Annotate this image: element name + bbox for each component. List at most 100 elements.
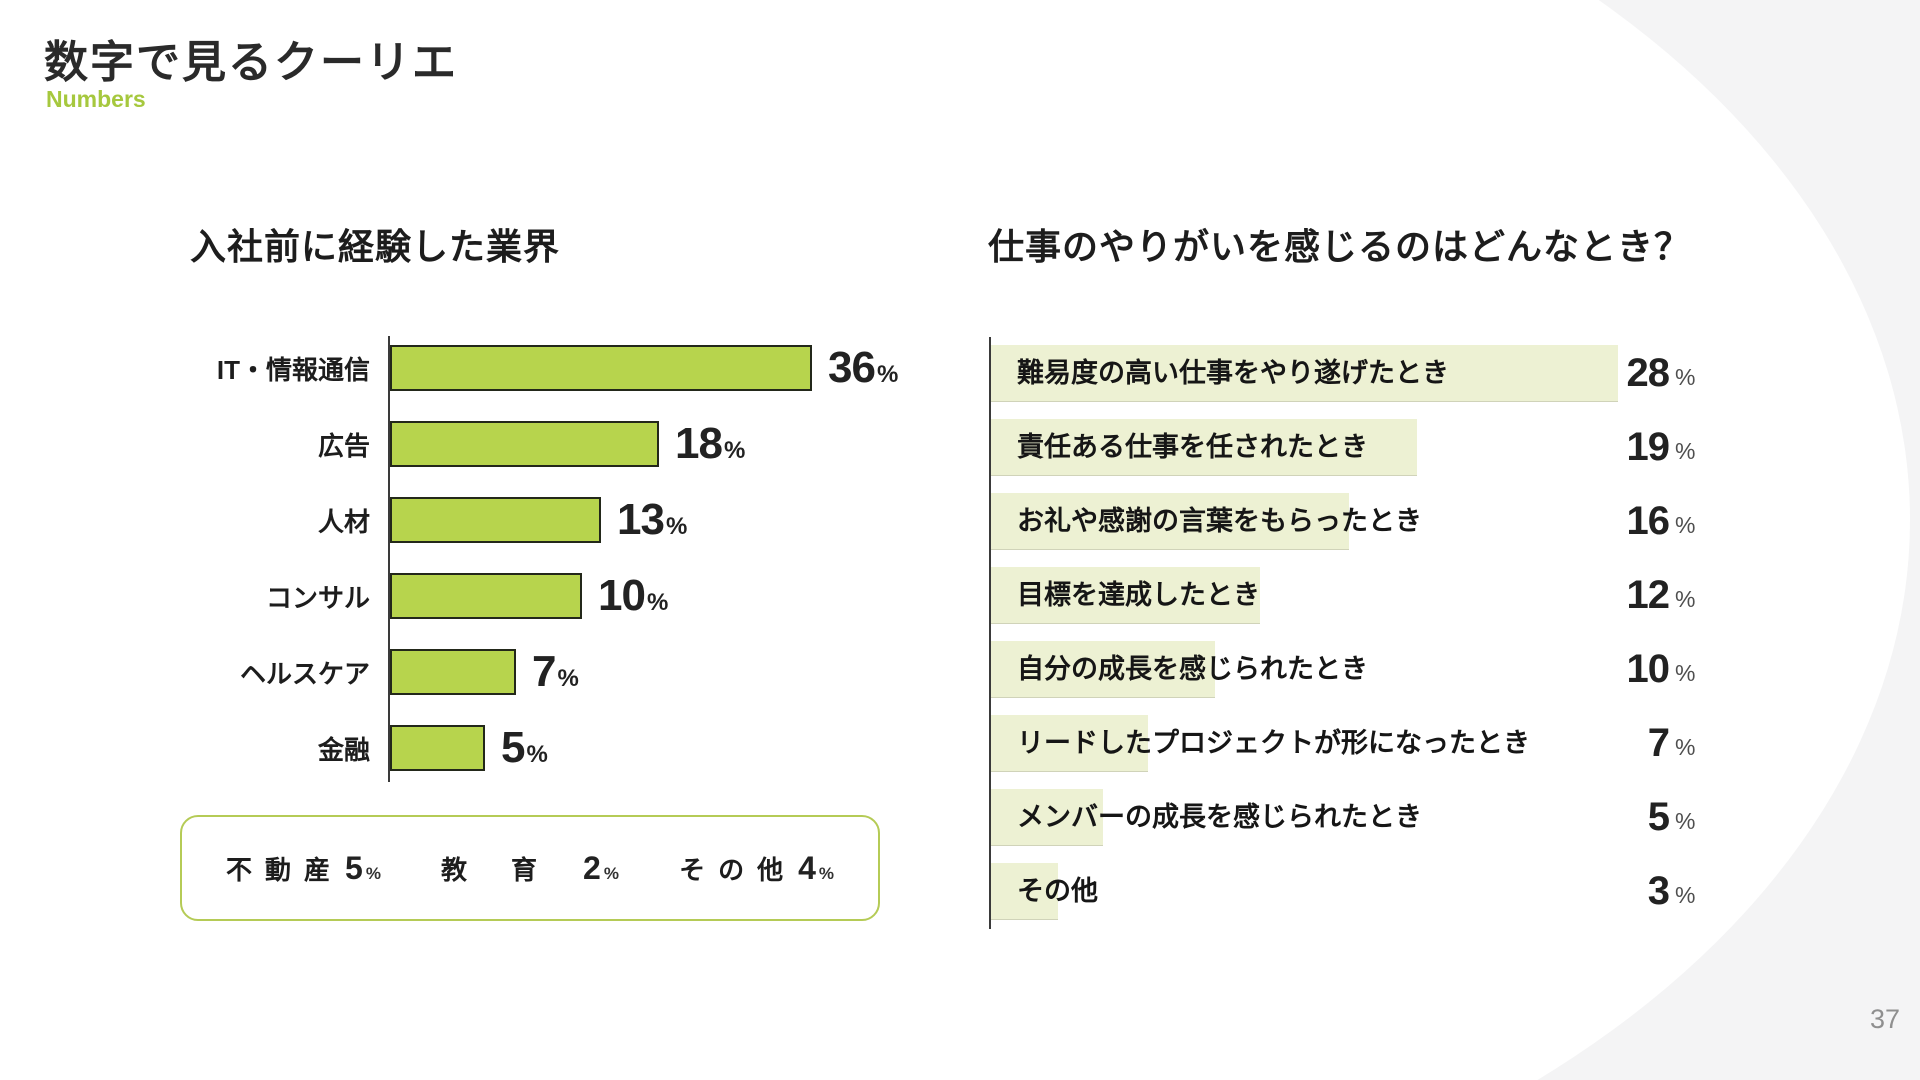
right-value-label: 5% [1531, 789, 1703, 846]
right-value-number: 7 [1647, 721, 1670, 765]
left-value-label: 7% [532, 647, 579, 697]
right-bar [991, 493, 1349, 550]
right-value-label: 7% [1531, 715, 1703, 772]
left-value-unit: % [526, 741, 548, 768]
left-value-label: 13% [617, 495, 687, 545]
left-value-number: 13 [617, 495, 665, 544]
right-chart-row: メンバーの成長を感じられたとき 5% [991, 789, 1731, 846]
left-category-label: ヘルスケア [239, 658, 370, 689]
left-value-number: 10 [598, 571, 646, 620]
left-chart-row: 広告 18% [150, 419, 910, 469]
page-number: 37 [1869, 1004, 1900, 1034]
right-value-label: 19% [1531, 419, 1703, 476]
right-chart-row: 自分の成長を感じられたとき 10% [991, 641, 1731, 698]
right-chart-title: 仕事のやりがいを感じるのはどんなとき？ [988, 226, 1692, 267]
left-category-label: 人材 [317, 506, 370, 537]
footnote-label: 不動産 [226, 854, 344, 885]
left-value-unit: % [557, 665, 579, 692]
right-value-label: 16% [1531, 493, 1703, 550]
right-value-unit: % [1675, 364, 1696, 390]
right-chart-axis [989, 337, 991, 929]
right-chart-row: 難易度の高い仕事をやり遂げたとき 28% [991, 345, 1731, 402]
right-value-number: 3 [1647, 869, 1670, 913]
left-bar [390, 497, 601, 543]
left-bar [390, 649, 516, 695]
right-chart-row: お礼や感謝の言葉をもらったとき 16% [991, 493, 1731, 550]
right-value-unit: % [1675, 734, 1696, 760]
right-bar [991, 715, 1148, 772]
right-chart-row: その他 3% [991, 863, 1731, 920]
right-value-unit: % [1675, 660, 1696, 686]
left-value-unit: % [646, 589, 669, 616]
right-value-number: 5 [1647, 795, 1670, 839]
left-value-label: 36% [828, 343, 898, 393]
right-category-label: 難易度の高い仕事をやり遂げたとき [1017, 358, 1449, 388]
left-chart-row: 人材 13% [150, 495, 910, 545]
left-bar [390, 725, 485, 771]
right-bar [991, 419, 1417, 476]
right-value-number: 16 [1626, 499, 1670, 543]
right-bar [991, 789, 1103, 846]
footnote-box: 不動産 5% 教育 2% その他 4% [180, 815, 880, 921]
right-category-label: メンバーの成長を感じられたとき [1017, 802, 1422, 832]
footnote-number: 5 [345, 849, 363, 886]
left-value-number: 36 [828, 343, 876, 392]
left-value-label: 5% [501, 723, 548, 773]
left-value-label: 10% [598, 571, 668, 621]
footnote-number: 4 [798, 849, 816, 886]
footnote-item: 教育 2% [441, 850, 619, 887]
left-chart-row: IT・情報通信 36% [150, 343, 910, 393]
right-chart-row: リードしたプロジェクトが形になったとき 7% [991, 715, 1731, 772]
right-value-number: 12 [1626, 573, 1670, 617]
right-value-unit: % [1675, 586, 1696, 612]
footnote-label: その他 [679, 854, 797, 885]
right-bar [991, 567, 1260, 624]
right-value-number: 10 [1626, 647, 1670, 691]
right-category-label: リードしたプロジェクトが形になったとき [1017, 728, 1530, 758]
left-category-label: 金融 [317, 734, 370, 765]
right-bar [991, 345, 1618, 402]
left-value-unit: % [723, 437, 746, 464]
right-value-unit: % [1675, 512, 1696, 538]
left-bar [390, 573, 582, 619]
right-value-label: 28% [1531, 345, 1703, 402]
right-category-label: 目標を達成したとき [1017, 580, 1260, 610]
left-chart-axis [388, 336, 390, 782]
right-chart-rows: 難易度の高い仕事をやり遂げたとき 28% 責任ある仕事を任されたとき 19% お礼や感謝… [991, 345, 1731, 937]
left-value-number: 7 [532, 647, 557, 696]
right-value-unit: % [1675, 808, 1696, 834]
right-bar [991, 641, 1215, 698]
left-value-unit: % [876, 361, 899, 388]
footnote-number: 2 [583, 849, 601, 886]
right-value-number: 19 [1626, 425, 1670, 469]
left-chart-row: コンサル 10% [150, 571, 910, 621]
left-value-number: 5 [501, 723, 526, 772]
left-category-label: コンサル [265, 582, 370, 613]
right-value-unit: % [1675, 438, 1696, 464]
footnote-item: その他 4% [679, 850, 834, 887]
left-bar [390, 345, 812, 391]
footnote-unit: % [603, 863, 619, 883]
footnote-label: 教育 [441, 854, 582, 885]
left-chart-rows: IT・情報通信 36% 広告 18% 人材 13% コンサル 10% ヘルスケア 7% 金融 5% [150, 343, 910, 801]
right-chart-row: 目標を達成したとき 12% [991, 567, 1731, 624]
left-value-number: 18 [675, 419, 723, 468]
left-category-label: 広告 [317, 430, 370, 461]
right-category-label: その他 [1017, 876, 1098, 906]
left-chart-row: 金融 5% [150, 723, 910, 773]
right-category-label: 責任ある仕事を任されたとき [1017, 432, 1368, 462]
footnote-unit: % [365, 863, 381, 883]
right-chart-row: 責任ある仕事を任されたとき 19% [991, 419, 1731, 476]
right-value-label: 10% [1531, 641, 1703, 698]
left-value-label: 18% [675, 419, 745, 469]
right-value-label: 3% [1531, 863, 1703, 920]
left-chart-title: 入社前に経験した業界 [190, 226, 561, 267]
right-bar [991, 863, 1058, 920]
right-category-label: 自分の成長を感じられたとき [1017, 654, 1368, 684]
left-category-label: IT・情報通信 [216, 354, 370, 385]
left-chart-row: ヘルスケア 7% [150, 647, 910, 697]
right-value-label: 12% [1531, 567, 1703, 624]
left-value-unit: % [665, 513, 688, 540]
page-subtitle: Numbers [46, 86, 146, 112]
